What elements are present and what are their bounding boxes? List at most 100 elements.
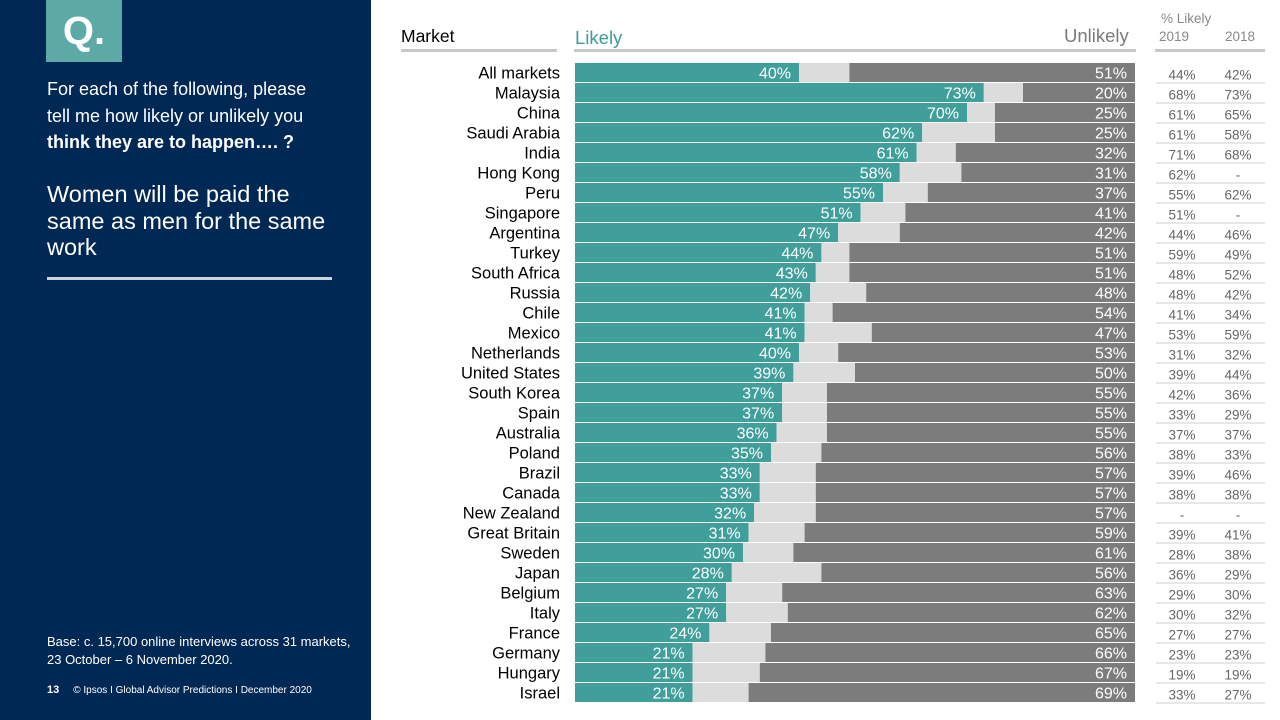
unlikely-value-label: 51% xyxy=(1095,66,1127,83)
history-2018-value: 38% xyxy=(1224,548,1251,563)
unlikely-bar xyxy=(1023,83,1135,102)
history-2018-value: 46% xyxy=(1224,468,1251,483)
likely-value-label: 27% xyxy=(686,586,718,603)
unlikely-bar xyxy=(866,283,1135,302)
likely-value-label: 30% xyxy=(703,546,735,563)
market-label: Sweden xyxy=(500,545,560,563)
market-label: Mexico xyxy=(508,325,560,343)
likely-value-label: 27% xyxy=(686,606,718,623)
unlikely-bar xyxy=(849,263,1135,282)
market-label: United States xyxy=(461,365,560,383)
unlikely-bar xyxy=(955,143,1135,162)
history-2018-value: 42% xyxy=(1224,68,1251,83)
likely-bar xyxy=(575,503,755,522)
unlikely-value-label: 25% xyxy=(1095,106,1127,123)
history-2019-value: 41% xyxy=(1168,308,1195,323)
unlikely-bar xyxy=(782,583,1135,602)
unlikely-value-label: 63% xyxy=(1095,586,1127,603)
history-2019-value: 48% xyxy=(1168,268,1195,283)
unlikely-value-label: 53% xyxy=(1095,346,1127,363)
likely-bar xyxy=(575,283,811,302)
statement-text: Women will be paid the same as men for t… xyxy=(47,181,326,260)
likely-bar xyxy=(575,303,805,322)
neutral-bar xyxy=(799,343,839,362)
market-label: Saudi Arabia xyxy=(466,125,560,143)
unlikely-bar xyxy=(961,163,1135,182)
neutral-bar xyxy=(759,463,816,482)
likely-bar xyxy=(575,463,760,482)
likely-bar xyxy=(575,323,805,342)
history-2018-value: - xyxy=(1236,208,1241,223)
likely-bar xyxy=(575,363,794,382)
header-history: % Likely xyxy=(1161,11,1212,26)
unlikely-bar xyxy=(827,423,1135,442)
neutral-bar xyxy=(782,403,827,422)
prompt-line-1: For each of the following, please xyxy=(47,79,307,99)
market-label: India xyxy=(524,145,561,163)
neutral-bar xyxy=(983,83,1023,102)
likely-bar xyxy=(575,663,693,682)
likely-bar xyxy=(575,683,693,702)
history-2019-value: 51% xyxy=(1168,208,1195,223)
panel-divider xyxy=(47,277,332,280)
neutral-bar xyxy=(776,423,827,442)
likely-bar xyxy=(575,263,816,282)
unlikely-value-label: 57% xyxy=(1095,466,1127,483)
unlikely-bar xyxy=(759,663,1135,682)
unlikely-value-label: 62% xyxy=(1095,606,1127,623)
history-2018-value: 58% xyxy=(1224,128,1251,143)
history-2019-value: 33% xyxy=(1168,408,1195,423)
market-label: Poland xyxy=(509,445,560,463)
history-2019-value: 28% xyxy=(1168,548,1195,563)
neutral-bar xyxy=(726,603,788,622)
unlikely-value-label: 25% xyxy=(1095,126,1127,143)
history-2019-value: 61% xyxy=(1168,128,1195,143)
market-label: Russia xyxy=(510,285,561,303)
neutral-bar xyxy=(782,383,827,402)
likely-value-label: 21% xyxy=(653,666,685,683)
history-2018-value: 52% xyxy=(1224,268,1251,283)
neutral-bar xyxy=(754,503,816,522)
history-2019-value: 29% xyxy=(1168,588,1195,603)
unlikely-bar xyxy=(855,363,1135,382)
likely-value-label: 42% xyxy=(770,286,802,303)
likely-value-label: 33% xyxy=(720,486,752,503)
history-2018-value: 19% xyxy=(1224,668,1251,683)
likely-value-label: 21% xyxy=(653,686,685,703)
neutral-bar xyxy=(967,103,995,122)
unlikely-bar xyxy=(827,403,1135,422)
history-2019-value: 38% xyxy=(1168,488,1195,503)
unlikely-value-label: 31% xyxy=(1095,166,1127,183)
history-2019-value: 62% xyxy=(1168,168,1195,183)
likely-bar xyxy=(575,123,923,142)
likely-bar xyxy=(575,243,822,262)
neutral-bar xyxy=(692,643,766,662)
likely-bar xyxy=(575,63,799,82)
likely-value-label: 40% xyxy=(759,346,791,363)
prompt-bold: think they are to happen…. ? xyxy=(47,132,295,152)
header-history-underline xyxy=(1155,49,1265,52)
footer: 13 © Ipsos I Global Advisor Predictions I… xyxy=(47,684,312,696)
history-2018-value: - xyxy=(1236,168,1241,183)
history-2018-value: 27% xyxy=(1224,688,1251,703)
market-label: Italy xyxy=(530,605,561,623)
likely-value-label: 41% xyxy=(765,306,797,323)
unlikely-bar xyxy=(765,643,1135,662)
market-label: Argentina xyxy=(489,225,560,243)
history-2019-value: 37% xyxy=(1168,428,1195,443)
market-label: Hungary xyxy=(498,665,561,683)
neutral-bar xyxy=(759,483,816,502)
likely-value-label: 32% xyxy=(714,506,746,523)
history-2018-value: 37% xyxy=(1224,428,1251,443)
likely-value-label: 55% xyxy=(843,186,875,203)
history-2018-value: 32% xyxy=(1224,608,1251,623)
history-2018-value: 30% xyxy=(1224,588,1251,603)
market-label: Hong Kong xyxy=(477,165,560,183)
unlikely-value-label: 59% xyxy=(1095,526,1127,543)
market-label: Turkey xyxy=(510,245,561,263)
market-label: Canada xyxy=(502,485,561,503)
market-label: Israel xyxy=(520,685,560,703)
likely-bar xyxy=(575,223,839,242)
market-label: Chile xyxy=(522,305,560,323)
prompt-line-2: tell me how likely or unlikely you xyxy=(47,105,304,126)
